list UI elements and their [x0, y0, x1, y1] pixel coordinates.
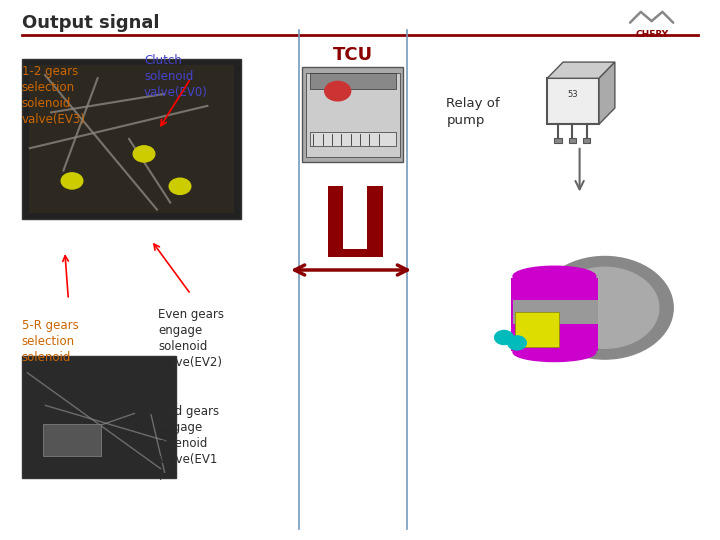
- Text: 1-2 gears
selection
solenoid
valve(EV3): 1-2 gears selection solenoid valve(EV3): [22, 65, 86, 126]
- Polygon shape: [599, 62, 615, 124]
- Text: 53: 53: [568, 90, 578, 99]
- Bar: [29, 65, 234, 213]
- Bar: [22, 356, 176, 478]
- Bar: [302, 68, 403, 162]
- Circle shape: [551, 267, 659, 348]
- Circle shape: [169, 178, 191, 194]
- Polygon shape: [547, 62, 615, 78]
- Bar: [43, 424, 101, 456]
- Bar: [328, 186, 343, 256]
- Bar: [569, 138, 576, 143]
- Bar: [513, 300, 598, 324]
- Bar: [583, 138, 590, 143]
- Bar: [328, 249, 383, 256]
- Bar: [310, 73, 396, 89]
- Bar: [310, 132, 396, 146]
- Text: Output signal: Output signal: [22, 14, 159, 31]
- Ellipse shape: [513, 266, 596, 287]
- Text: TCU: TCU: [333, 46, 373, 64]
- Bar: [367, 186, 383, 256]
- Circle shape: [508, 336, 526, 350]
- Text: Even gears
engage
solenoid
valve(EV2): Even gears engage solenoid valve(EV2): [158, 308, 225, 369]
- Text: Clutch
solenoid
valve(EV0): Clutch solenoid valve(EV0): [144, 54, 208, 99]
- Circle shape: [61, 173, 83, 189]
- Bar: [515, 312, 559, 347]
- Bar: [554, 138, 562, 143]
- Text: Relay of
pump: Relay of pump: [446, 97, 500, 127]
- Circle shape: [133, 146, 155, 162]
- Bar: [547, 78, 599, 124]
- Bar: [511, 278, 598, 351]
- Bar: [22, 59, 241, 219]
- Bar: [306, 73, 400, 157]
- Ellipse shape: [513, 343, 596, 362]
- Circle shape: [495, 330, 513, 345]
- Circle shape: [325, 82, 351, 101]
- Circle shape: [536, 256, 673, 359]
- Text: CHERY: CHERY: [635, 30, 668, 39]
- Text: Odd gears
engage
solenoid
valve(EV1
): Odd gears engage solenoid valve(EV1 ): [158, 405, 220, 482]
- Text: 5-R gears
selection
solenoid: 5-R gears selection solenoid: [22, 319, 78, 363]
